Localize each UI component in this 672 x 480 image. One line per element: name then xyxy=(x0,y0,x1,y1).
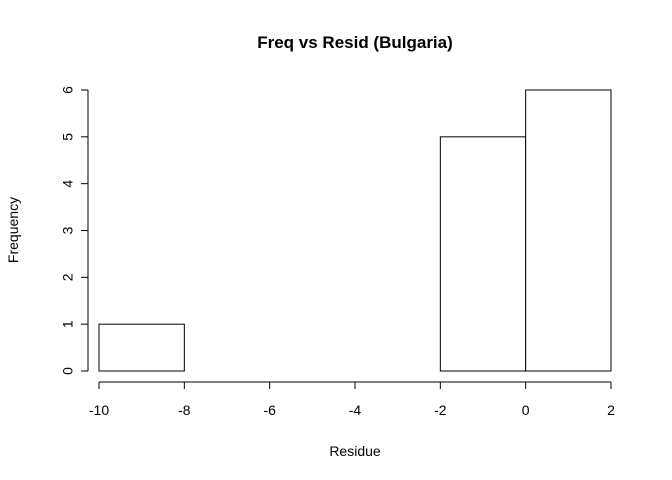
histogram-bar-5 xyxy=(525,89,612,372)
bars-group xyxy=(98,89,612,372)
x-tick-label: -6 xyxy=(263,402,276,418)
y-axis-label: Frequency xyxy=(5,197,21,263)
histogram-bar-0 xyxy=(98,323,185,372)
x-tick-label: -8 xyxy=(178,402,191,418)
x-tick-label: -4 xyxy=(349,402,362,418)
x-tick-label: 2 xyxy=(607,402,615,418)
x-tick-label: -2 xyxy=(434,402,447,418)
y-tick-label: 0 xyxy=(60,367,76,375)
histogram-bar-4 xyxy=(439,136,527,372)
x-tick-label: 0 xyxy=(522,402,530,418)
y-axis: 0 1 2 3 4 5 6 xyxy=(60,86,89,375)
x-axis-label: Residue xyxy=(329,443,381,459)
y-tick-label: 5 xyxy=(60,133,76,141)
y-tick-label: 3 xyxy=(60,226,76,234)
y-tick-label: 1 xyxy=(60,320,76,328)
y-tick-label: 4 xyxy=(60,180,76,188)
y-tick-label: 6 xyxy=(60,86,76,94)
x-tick-label: -10 xyxy=(89,402,109,418)
y-tick-label: 2 xyxy=(60,273,76,281)
chart-title: Freq vs Resid (Bulgaria) xyxy=(257,33,453,52)
x-axis: -10 -8 -6 -4 -2 0 2 xyxy=(89,381,615,418)
